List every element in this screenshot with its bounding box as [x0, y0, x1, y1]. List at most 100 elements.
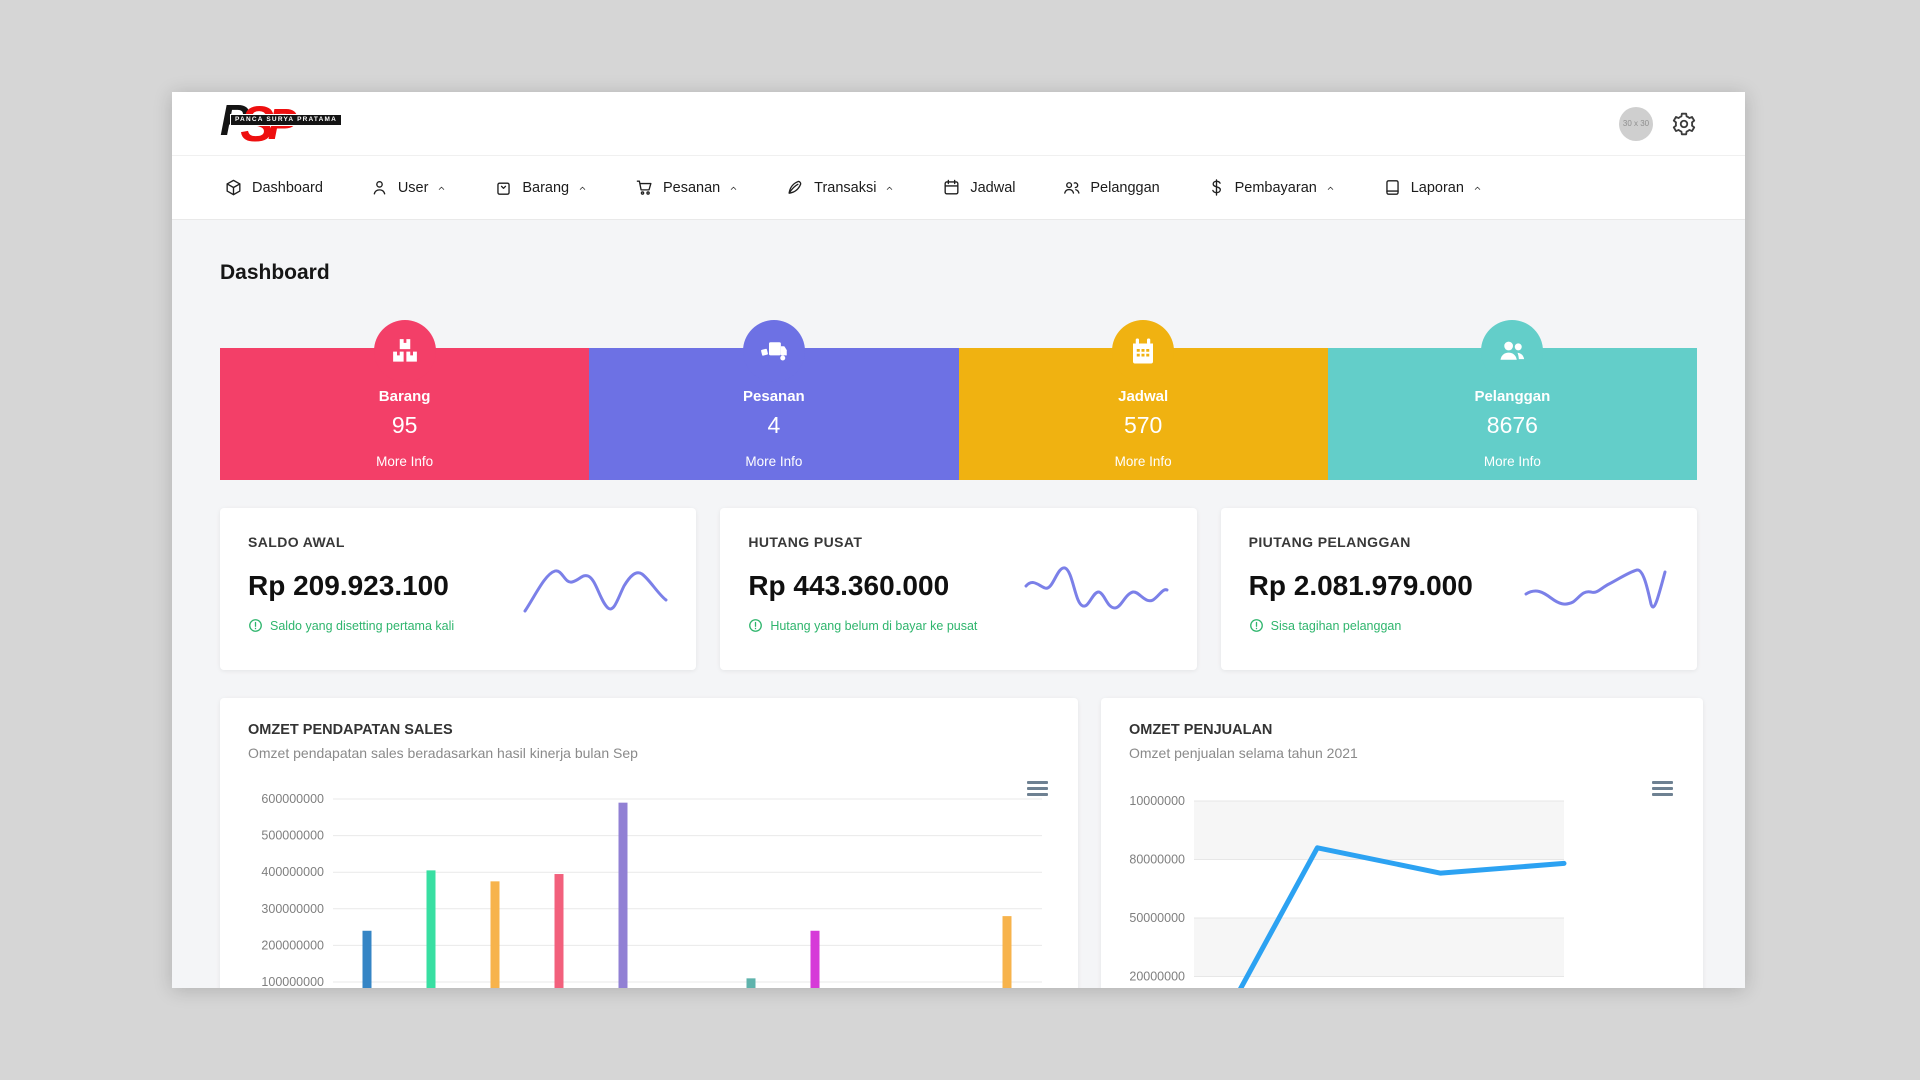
stat-card-row: Barang 95 More Info Pesanan 4 More Info Jadwal…: [220, 320, 1697, 480]
menu-icon[interactable]: [1652, 781, 1673, 799]
nav-item-dashboard[interactable]: Dashboard: [224, 178, 323, 197]
nav-item-laporan[interactable]: Laporan: [1383, 178, 1483, 197]
info-icon: [248, 618, 263, 633]
chevron-up-icon: [728, 183, 739, 194]
info-icon: [1249, 618, 1264, 633]
package-icon: [224, 178, 243, 197]
bar-chart: 600000000 500000000 400000000 300000000 2000…: [261, 792, 1042, 988]
sparkline: [523, 569, 668, 613]
omzet-chart-card: OMZET PENJUALAN Omzet penjualan selama t…: [1101, 698, 1703, 988]
top-bar-actions: 30 x 30: [1619, 106, 1697, 141]
stat-icon-circle: [1112, 320, 1175, 382]
users-icon: [1062, 178, 1081, 197]
cart-icon: [635, 178, 654, 197]
nav-item-pembayaran[interactable]: Pembayaran: [1207, 178, 1336, 197]
more-info-link[interactable]: More Info: [376, 454, 434, 469]
truck-icon: [759, 336, 789, 366]
chart-subtitle: Omzet pendapatan sales beradasarkan hasi…: [248, 745, 638, 761]
calendar-filled-icon: [1128, 336, 1158, 366]
finance-card-0: SALDO AWAL Rp 209.923.100 Saldo yang diset…: [220, 508, 697, 670]
nav-item-user[interactable]: User: [370, 178, 448, 197]
nav-item-barang[interactable]: Barang: [494, 178, 588, 197]
svg-text:120000000: 120000000: [1129, 970, 1185, 984]
svg-text:500000000: 500000000: [261, 829, 324, 843]
svg-text:210000000: 210000000: [1129, 794, 1185, 808]
user-icon: [370, 178, 389, 197]
nav-item-label: Dashboard: [252, 179, 323, 196]
stat-value: 570: [1123, 412, 1163, 438]
nav-item-label: Laporan: [1410, 179, 1464, 196]
stat-value: 4: [767, 412, 781, 438]
line-chart: 210000000 180000000 150000000 120000000: [1129, 794, 1567, 988]
charts-row: OMZET PENDAPATAN SALES Omzet pendapatan …: [220, 698, 1703, 988]
main-nav: Dashboard User Barang Pesanan Transaksi Jadwa…: [172, 156, 1745, 220]
nav-item-pelanggan[interactable]: Pelanggan: [1062, 178, 1160, 197]
finance-card-title: PIUTANG PELANGGAN: [1248, 534, 1411, 550]
chevron-up-icon: [1472, 183, 1483, 194]
people-icon: [1497, 336, 1527, 366]
page-title: Dashboard: [220, 261, 330, 284]
finance-card-2: PIUTANG PELANGGAN Rp 2.081.979.000 Sisa ta…: [1220, 508, 1697, 670]
nav-item-pesanan[interactable]: Pesanan: [635, 178, 739, 197]
stat-icon-circle: [373, 320, 436, 382]
app-logo[interactable]: P S P PANCA SURYA PRATAMA: [220, 98, 343, 149]
finance-card-note: Hutang yang belum di bayar ke pusat: [770, 618, 978, 633]
menu-icon[interactable]: [1027, 781, 1048, 799]
svg-text:100000000: 100000000: [261, 975, 324, 988]
stat-card-pesanan: Pesanan 4 More Info: [589, 320, 959, 480]
nav-item-label: Jadwal: [970, 179, 1016, 196]
nav-item-transaksi[interactable]: Transaksi: [786, 178, 895, 197]
chevron-up-icon: [577, 183, 588, 194]
stat-value: 8676: [1486, 412, 1538, 438]
dashboard-content: Dashboard Barang 95 More Info Pesanan 4 More …: [172, 258, 1745, 988]
bag-icon: [494, 178, 513, 197]
finance-card-1: HUTANG PUSAT Rp 443.360.000 Hutang yang be…: [720, 508, 1197, 670]
nav-item-label: Pembayaran: [1234, 179, 1317, 196]
svg-text:150000000: 150000000: [1129, 911, 1185, 925]
stat-value: 95: [391, 412, 418, 438]
info-icon: [748, 618, 763, 633]
nav-item-label: Transaksi: [814, 179, 877, 196]
stat-label: Jadwal: [1118, 388, 1169, 405]
avatar[interactable]: 30 x 30: [1619, 106, 1653, 141]
finance-card-title: HUTANG PUSAT: [748, 534, 863, 550]
finance-card-value: Rp 209.923.100: [248, 570, 449, 601]
finance-card-note: Saldo yang disetting pertama kali: [270, 618, 455, 633]
finance-card-value: Rp 2.081.979.000: [1248, 570, 1473, 601]
finance-card-title: SALDO AWAL: [248, 534, 345, 550]
gear-icon[interactable]: [1671, 111, 1697, 137]
finance-card-note: Sisa tagihan pelanggan: [1270, 618, 1402, 633]
nav-item-label: Pelanggan: [1090, 179, 1160, 196]
more-info-link[interactable]: More Info: [1483, 454, 1541, 469]
stat-icon-circle: [742, 320, 805, 382]
sales-chart-card: OMZET PENDAPATAN SALES Omzet pendapatan …: [220, 698, 1078, 988]
sparkline: [1024, 566, 1169, 610]
nav-item-label: Pesanan: [663, 179, 721, 196]
nav-item-label: Barang: [522, 179, 570, 196]
finance-card-value: Rp 443.360.000: [748, 570, 950, 601]
chart-title: OMZET PENJUALAN: [1129, 722, 1273, 738]
more-info-link[interactable]: More Info: [1114, 454, 1172, 469]
chevron-up-icon: [884, 183, 895, 194]
chart-subtitle: Omzet penjualan selama tahun 2021: [1129, 745, 1358, 761]
stat-label: Pesanan: [743, 388, 805, 405]
nav-item-jadwal[interactable]: Jadwal: [942, 178, 1015, 197]
more-info-link[interactable]: More Info: [745, 454, 803, 469]
nav-item-label: User: [397, 179, 429, 196]
finance-card-row: SALDO AWAL Rp 209.923.100 Saldo yang diset…: [220, 508, 1697, 670]
boxes-icon: [390, 336, 420, 366]
stat-card-jadwal: Jadwal 570 More Info: [958, 320, 1328, 480]
chart-title: OMZET PENDAPATAN SALES: [248, 722, 453, 738]
stat-label: Pelanggan: [1474, 388, 1551, 405]
dollar-icon: [1207, 178, 1226, 197]
svg-text:180000000: 180000000: [1129, 853, 1185, 867]
app-window: P S P PANCA SURYA PRATAMA 30 x 30 Dashbo…: [172, 92, 1745, 988]
svg-text:400000000: 400000000: [261, 865, 324, 879]
svg-text:600000000: 600000000: [261, 792, 324, 806]
stat-icon-circle: [1481, 320, 1544, 382]
sparkline: [1524, 568, 1667, 609]
chevron-up-icon: [436, 183, 447, 194]
stat-card-barang: Barang 95 More Info: [220, 320, 590, 480]
book-icon: [1383, 178, 1402, 197]
